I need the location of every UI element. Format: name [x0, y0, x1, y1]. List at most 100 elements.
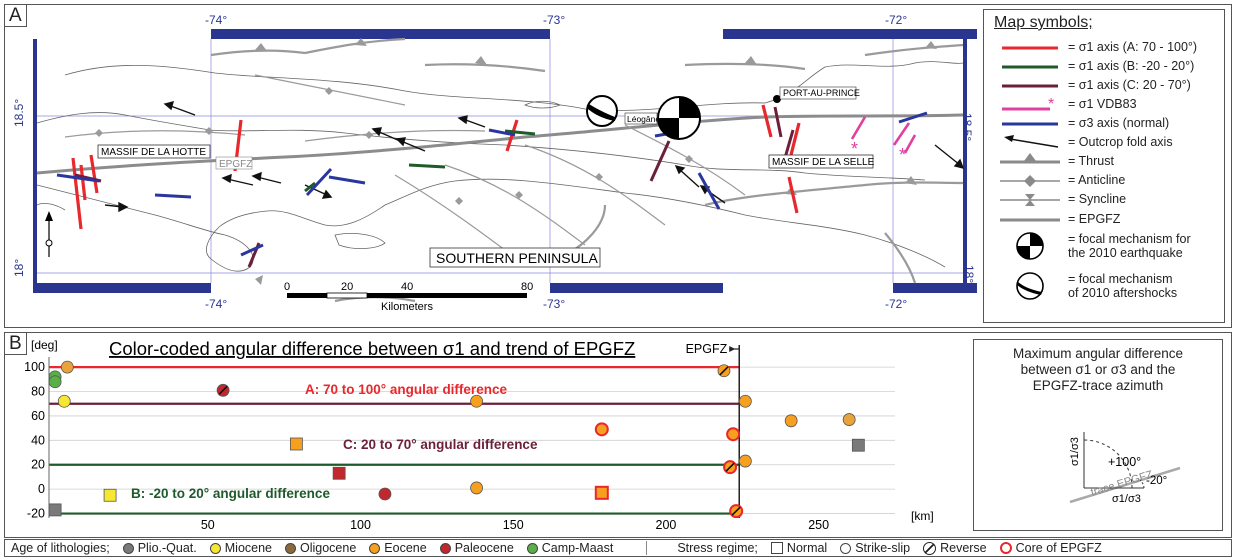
x-tick-label: 250	[808, 518, 829, 532]
svg-text:*: *	[899, 145, 906, 165]
port-au-prince-box	[779, 86, 857, 100]
square-icon	[770, 542, 783, 554]
legend-symbol-focal_after	[1016, 272, 1044, 300]
legend-label: = σ1 axis (C: 20 - 70°)	[1068, 78, 1191, 92]
y-tick-label: 20	[31, 458, 45, 472]
massif-hotte-box	[97, 144, 211, 159]
map-frame-tick	[550, 29, 723, 39]
data-point	[48, 375, 62, 389]
map-legend: Map symbols; * = σ1 axis (A: 70 - 100°) =…	[983, 9, 1225, 323]
band-a-label: A: 70 to 100° angular difference	[305, 382, 507, 397]
map-frame-tick	[723, 283, 893, 293]
data-point	[57, 394, 71, 408]
southern-peninsula-label: SOUTHERN PENINSULA	[436, 250, 598, 266]
max-angle-box: Maximum angular difference between σ1 or…	[973, 339, 1223, 531]
age-dot-icon	[369, 542, 381, 554]
data-point	[378, 487, 392, 501]
anticline-markers	[95, 87, 693, 205]
y-tick-label: -20	[27, 507, 45, 521]
scale-ticks: 0 20 40 80 Kilometers	[284, 281, 533, 313]
regime-reverse: Reverse	[923, 541, 987, 555]
massif-selle-box	[768, 154, 874, 169]
data-point	[470, 481, 483, 495]
map-canvas: * * -74° -73° -72°	[12, 13, 977, 313]
y-unit: [deg]	[31, 338, 58, 352]
svg-text:18°: 18°	[962, 265, 976, 283]
southern-peninsula-box	[429, 247, 601, 268]
y-tick-label: 0	[38, 482, 45, 496]
age-dot-icon	[439, 542, 451, 554]
svg-text:-74°: -74°	[205, 297, 227, 311]
regime-core: Core of EPGFZ	[999, 541, 1102, 555]
epgfz-arrowhead-icon	[729, 346, 736, 352]
y-tick-label: 40	[31, 433, 45, 447]
scale-unit: Kilometers	[381, 301, 433, 313]
fold-axis-arrows	[104, 101, 965, 213]
data-point	[594, 422, 609, 437]
svg-text:18.5°: 18.5°	[960, 113, 974, 141]
data-point	[726, 427, 741, 442]
map-frame-top	[33, 29, 977, 39]
svg-text:40: 40	[401, 281, 413, 293]
data-point	[723, 460, 738, 475]
age-dot-icon	[285, 542, 296, 554]
angular-difference-chart: Color-coded angular difference between σ…	[24, 338, 934, 532]
y-tick-label: 100	[24, 360, 45, 374]
sigma-vertical-label: σ1/σ3	[1069, 437, 1081, 466]
leogane-label: Léogâne	[627, 114, 660, 124]
age-item: Paleocene	[439, 541, 514, 555]
panel-b-chart: B Color-coded angular difference between…	[4, 332, 1232, 538]
map-frame-right	[963, 29, 967, 293]
data-point	[729, 504, 744, 519]
plus-angle-label: +100°	[1108, 455, 1141, 469]
focal-mechanism-aftershock	[586, 95, 618, 127]
svg-text:-73°: -73°	[543, 13, 565, 27]
x-tick-label: 50	[201, 518, 215, 532]
legend-title: Map symbols;	[994, 14, 1093, 31]
svg-text:0: 0	[284, 281, 290, 293]
age-item: Camp-Maast	[526, 541, 613, 555]
minus-angle-label: -20°	[1146, 475, 1167, 487]
massif-selle-label: MASSIF DE LA SELLE	[772, 157, 875, 168]
data-point	[103, 488, 117, 502]
legend-symbols: *	[1000, 46, 1060, 300]
focal-mechanism-mainshock	[657, 96, 701, 140]
legend-symbol-arrow	[1004, 135, 1059, 148]
legend-label: = EPGFZ	[1068, 212, 1121, 226]
map-frame-tick	[33, 29, 211, 39]
svg-text:80: 80	[521, 281, 533, 293]
epgfz-fault	[36, 113, 964, 175]
legend-symbol-focal_main	[1016, 232, 1044, 260]
x-tick-label: 150	[503, 518, 524, 532]
legend-label: = σ1 axis (B: -20 - 20°)	[1068, 59, 1195, 73]
legend-symbol-anticline	[1000, 175, 1060, 187]
data-point	[738, 394, 752, 408]
band-b-label: B: -20 to 20° angular difference	[131, 486, 330, 501]
data-point	[60, 360, 74, 374]
age-dot-icon	[526, 542, 538, 554]
scale-bar	[287, 292, 527, 299]
legend-symbol-syncline	[1000, 194, 1060, 206]
data-point	[289, 437, 303, 451]
age-title: Age of lithologies;	[11, 541, 110, 555]
data-point	[332, 466, 346, 480]
data-point	[470, 394, 483, 408]
max-angle-diagram: +100° -20° σ1/σ3 trace EPGFZ σ1/σ3	[1069, 432, 1181, 505]
leogane-box	[624, 112, 658, 125]
age-item: Plio.-Quat.	[122, 541, 197, 555]
svg-text:20: 20	[341, 281, 353, 293]
sigma3-axes	[56, 111, 928, 257]
panel-a-letter: A	[5, 5, 27, 27]
x-tick-label: 100	[350, 518, 371, 532]
data-point	[738, 454, 752, 468]
svg-text:*: *	[851, 139, 858, 159]
max-angle-title: Maximum angular difference between σ1 or…	[1012, 346, 1184, 393]
svg-text:-72°: -72°	[885, 13, 907, 27]
legend-label: = focal mechanism for the 2010 earthquak…	[1068, 232, 1191, 260]
vdb83-markers: * *	[851, 139, 906, 165]
port-au-prince-dot	[773, 95, 781, 103]
band-c-label: C: 20 to 70° angular difference	[343, 437, 538, 452]
sigma-horizontal-label: σ1/σ3	[1112, 493, 1141, 505]
stress-title: Stress regime;	[677, 541, 758, 555]
data-point	[216, 383, 230, 397]
